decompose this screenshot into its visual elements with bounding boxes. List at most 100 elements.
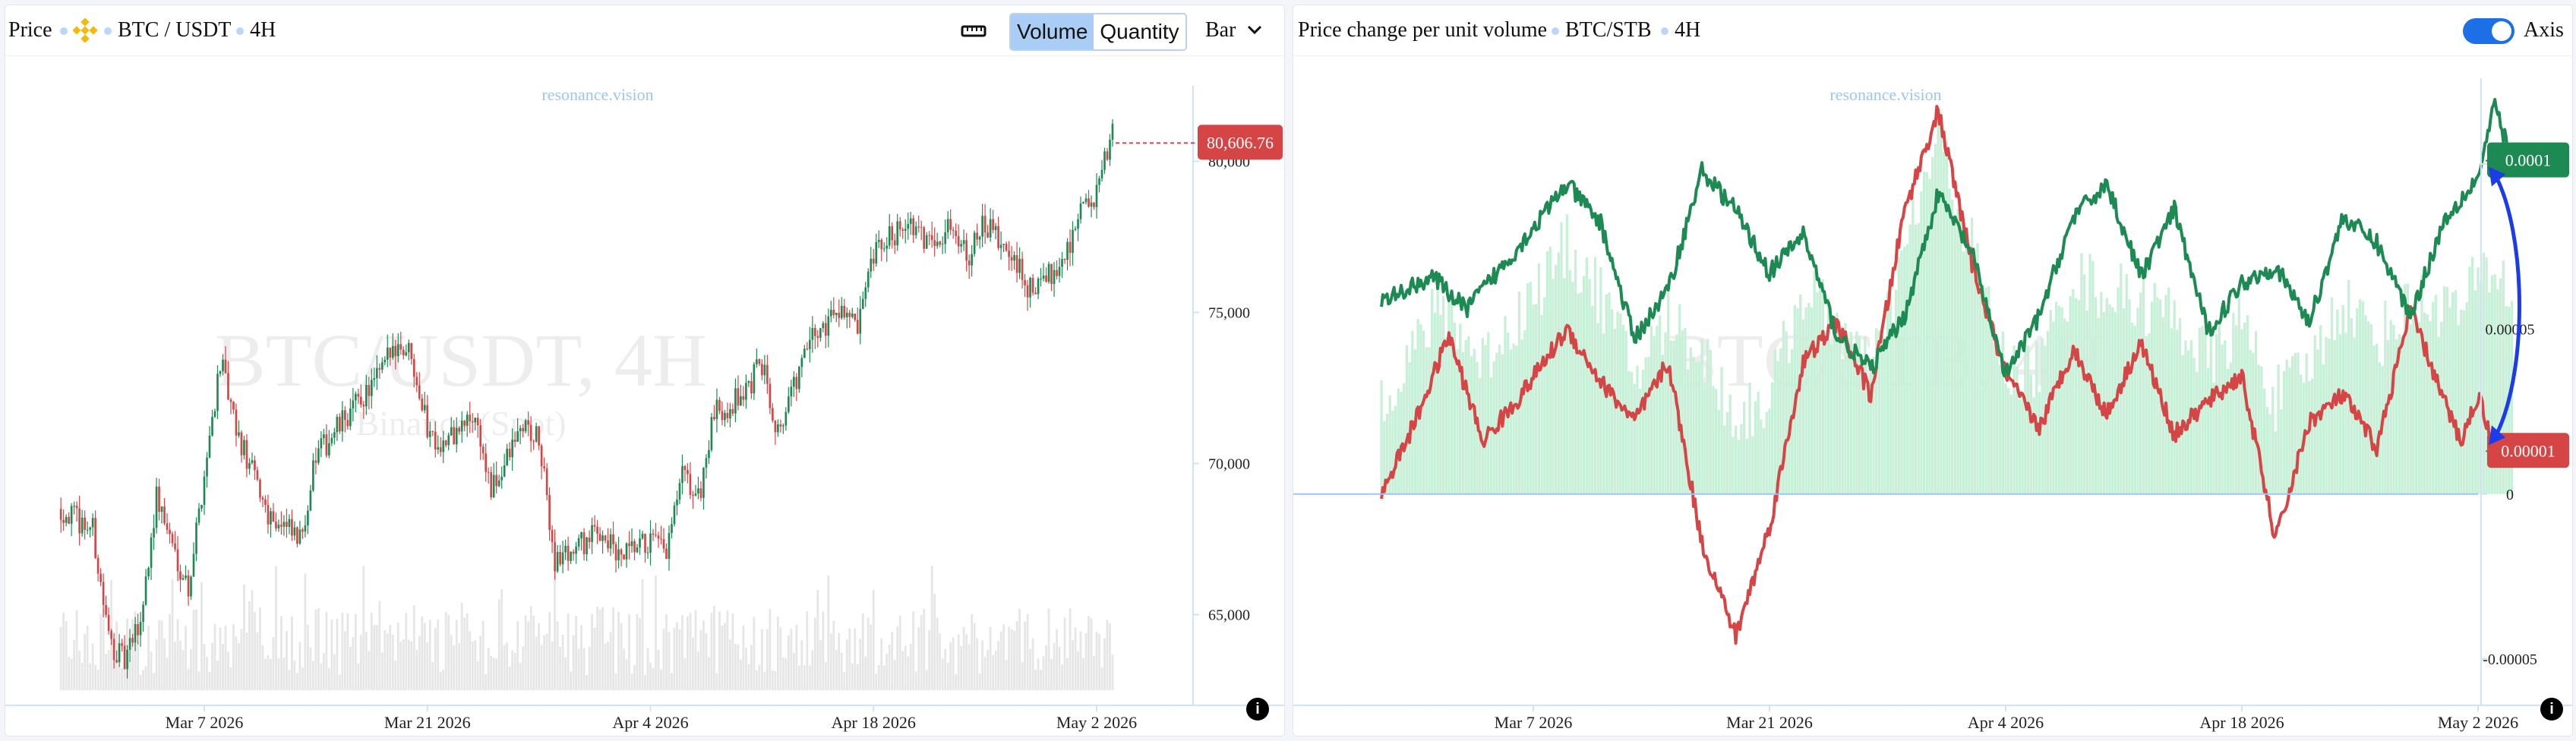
candle-body bbox=[673, 505, 676, 525]
candle-body bbox=[1063, 259, 1066, 260]
volume-bar bbox=[607, 642, 609, 690]
volume-bar bbox=[1072, 640, 1074, 690]
volume-bar bbox=[617, 611, 620, 690]
candle-body bbox=[957, 235, 960, 247]
candle-body bbox=[662, 539, 665, 549]
volume-bar bbox=[153, 673, 155, 690]
histogram-bar bbox=[2378, 362, 2382, 494]
candle-body bbox=[174, 543, 176, 550]
candle-body bbox=[357, 393, 360, 397]
histogram-bar bbox=[2072, 289, 2075, 494]
volume-bar bbox=[155, 639, 158, 690]
volume-bar bbox=[941, 658, 944, 690]
candle-body bbox=[753, 364, 756, 394]
candle-body bbox=[245, 440, 248, 469]
candle-body bbox=[296, 527, 298, 544]
candle-body bbox=[352, 400, 355, 409]
candle-body bbox=[949, 219, 952, 230]
histogram-bar bbox=[1743, 402, 1746, 494]
candle-body bbox=[699, 488, 702, 498]
volume-bar bbox=[513, 653, 516, 690]
volume-bar bbox=[872, 589, 875, 690]
candle-body bbox=[564, 545, 567, 553]
histogram-bar bbox=[2310, 378, 2314, 494]
ratio-chart-canvas[interactable]: BTC/STB, 4Hresonance.vision0.00010.00005… bbox=[1293, 55, 2572, 736]
volume-bar bbox=[623, 648, 625, 690]
histogram-bar bbox=[1762, 427, 1766, 494]
candle-body bbox=[176, 549, 179, 572]
volume-bar bbox=[206, 657, 208, 690]
volume-bar bbox=[718, 611, 721, 690]
volume-bar bbox=[896, 626, 899, 690]
histogram-bar bbox=[2156, 297, 2159, 494]
histogram-bar bbox=[2300, 374, 2303, 494]
candle-body bbox=[460, 421, 463, 432]
histogram-bar bbox=[1877, 330, 1881, 494]
axis-toggle[interactable] bbox=[2463, 18, 2514, 44]
quantity-toggle-button[interactable]: Quantity bbox=[1100, 20, 1179, 43]
candle-body bbox=[301, 529, 304, 532]
candle-body bbox=[213, 411, 216, 418]
histogram-bar bbox=[1818, 286, 1822, 494]
volume-bar bbox=[466, 613, 469, 690]
x-tick-label: Apr 4 2026 bbox=[1968, 713, 2044, 732]
histogram-bar bbox=[2085, 310, 2089, 494]
histogram-bar bbox=[2142, 275, 2145, 494]
candle-body bbox=[782, 425, 784, 427]
volume-bar bbox=[1008, 626, 1010, 690]
candle-body bbox=[928, 235, 931, 236]
volume-bar bbox=[532, 615, 535, 690]
histogram-bar bbox=[1461, 352, 1465, 494]
interval-label[interactable]: 4H bbox=[250, 18, 276, 42]
last-value-label: 0.00001 bbox=[2501, 441, 2555, 460]
candle-body bbox=[877, 239, 880, 242]
info-icon[interactable]: i bbox=[2540, 698, 2563, 721]
volume-bar bbox=[870, 624, 873, 690]
volume-bar bbox=[914, 671, 917, 690]
candle-body bbox=[960, 244, 962, 247]
volume-bar bbox=[572, 635, 575, 690]
candle-body bbox=[137, 624, 139, 635]
volume-bar bbox=[882, 665, 886, 690]
info-icon[interactable]: i bbox=[1246, 698, 1269, 721]
histogram-bar bbox=[1771, 382, 1774, 494]
volume-bar bbox=[633, 665, 636, 690]
candle-body bbox=[442, 440, 445, 452]
pair-label[interactable]: BTC/STB bbox=[1565, 18, 1652, 42]
candle-body bbox=[554, 542, 556, 572]
histogram-bar bbox=[1647, 357, 1650, 494]
volume-bar bbox=[1042, 656, 1045, 690]
candle-body bbox=[636, 547, 639, 553]
x-tick-label: Mar 21 2026 bbox=[1726, 713, 1813, 732]
volume-bar bbox=[503, 645, 506, 690]
volume-bar bbox=[511, 650, 514, 690]
candle-body bbox=[994, 225, 997, 230]
candle-body bbox=[1045, 275, 1047, 282]
chart-type-dropdown[interactable]: Bar bbox=[1205, 5, 1262, 55]
volume-bar bbox=[681, 615, 683, 690]
candle-body bbox=[99, 573, 102, 582]
volume-bar bbox=[121, 668, 123, 690]
volume-bar bbox=[264, 658, 267, 690]
histogram-bar bbox=[1639, 389, 1642, 494]
candle-body bbox=[548, 495, 551, 530]
candle-body bbox=[981, 216, 983, 237]
volume-bar bbox=[671, 673, 673, 690]
candle-body bbox=[105, 604, 107, 615]
interval-label[interactable]: 4H bbox=[1675, 18, 1701, 42]
volume-bar bbox=[330, 620, 333, 690]
candle-body bbox=[1077, 219, 1079, 229]
pair-label[interactable]: BTC / USDT bbox=[118, 18, 232, 42]
candle-body bbox=[375, 367, 378, 379]
volume-bar bbox=[930, 566, 933, 690]
volume-bar bbox=[710, 613, 713, 690]
histogram-bar bbox=[1821, 279, 1825, 494]
histogram-bar bbox=[1740, 424, 1743, 494]
histogram-bar bbox=[2066, 321, 2069, 494]
volume-bar bbox=[893, 659, 896, 690]
volume-bar bbox=[203, 643, 206, 690]
volume-bar bbox=[527, 621, 530, 690]
volume-bar bbox=[582, 648, 586, 690]
volume-toggle-button[interactable]: Volume bbox=[1011, 14, 1094, 49]
